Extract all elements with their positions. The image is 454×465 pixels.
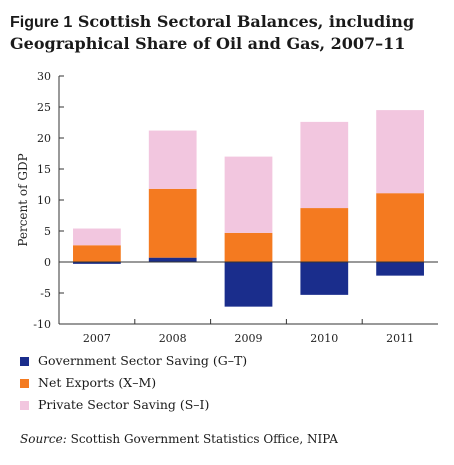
bar-private-2010 [300, 121, 349, 209]
legend-item-government: Government Sector Saving (G–T) [20, 350, 247, 372]
bar-net-exports-2010 [300, 208, 349, 262]
bar-government-2008 [148, 257, 197, 262]
legend-label-private: Private Sector Saving (S–I) [38, 397, 210, 412]
bar-government-2010 [300, 262, 349, 295]
legend-swatch-net-exports [20, 378, 29, 388]
legend-item-net-exports: Net Exports (X–M) [20, 372, 247, 394]
figure-title: Figure 1 Scottish Sectoral Balances, inc… [10, 11, 450, 54]
stacked-bar-chart: -10 -5 0 5 10 15 20 25 30 2007 2008 2009 2010 2011 Per… [16, 70, 438, 345]
y-tick-label-10: 10 [37, 194, 51, 207]
legend-item-private: Private Sector Saving (S–I) [20, 394, 247, 416]
x-tick-label-2007: 2007 [83, 332, 111, 345]
y-tick-label--10: -10 [33, 318, 51, 331]
legend-swatch-government [20, 356, 29, 366]
legend-swatch-private [20, 400, 29, 410]
bar-government-2009 [224, 262, 273, 307]
legend-label-government: Government Sector Saving (G–T) [38, 353, 248, 368]
source-text: Scottish Government Statistics Office, N… [70, 432, 338, 446]
y-tick-label-30: 30 [37, 70, 51, 83]
y-tick-label-15: 15 [37, 163, 51, 176]
x-tick-label-2011: 2011 [386, 332, 414, 345]
legend: Government Sector Saving (G–T) Net Expor… [20, 350, 247, 416]
bar-net-exports-2011 [376, 193, 424, 262]
y-axis-title: Percent of GDP [16, 153, 30, 246]
bar-government-2007 [73, 262, 121, 264]
bar-net-exports-2009 [224, 232, 273, 262]
x-tick-label-2010: 2010 [310, 332, 338, 345]
bar-private-2007 [73, 228, 121, 246]
bar-private-2008 [148, 130, 197, 189]
y-tick-label-5: 5 [44, 225, 51, 238]
axes-group: -10 -5 0 5 10 15 20 25 30 2007 2008 2009 2010 2011 Per… [16, 70, 438, 345]
y-tick-label-0: 0 [44, 256, 51, 269]
x-tick-label-2008: 2008 [159, 332, 187, 345]
source-note: Source: Scottish Government Statistics O… [20, 432, 338, 446]
figure-title-text: Scottish Sectoral Balances, including Ge… [10, 12, 415, 53]
y-tick-label-25: 25 [37, 101, 51, 114]
y-tick-label-20: 20 [37, 132, 51, 145]
bars-group [73, 110, 424, 307]
figure-label: Figure 1 [10, 14, 73, 31]
bar-net-exports-2007 [73, 245, 121, 262]
x-tick-label-2009: 2009 [235, 332, 263, 345]
source-label: Source: [20, 432, 67, 446]
y-tick-label--5: -5 [40, 287, 51, 300]
bar-government-2011 [376, 262, 424, 276]
legend-label-net-exports: Net Exports (X–M) [38, 375, 157, 390]
bar-private-2011 [376, 110, 424, 194]
bar-net-exports-2008 [148, 188, 197, 258]
bar-private-2009 [224, 156, 273, 233]
